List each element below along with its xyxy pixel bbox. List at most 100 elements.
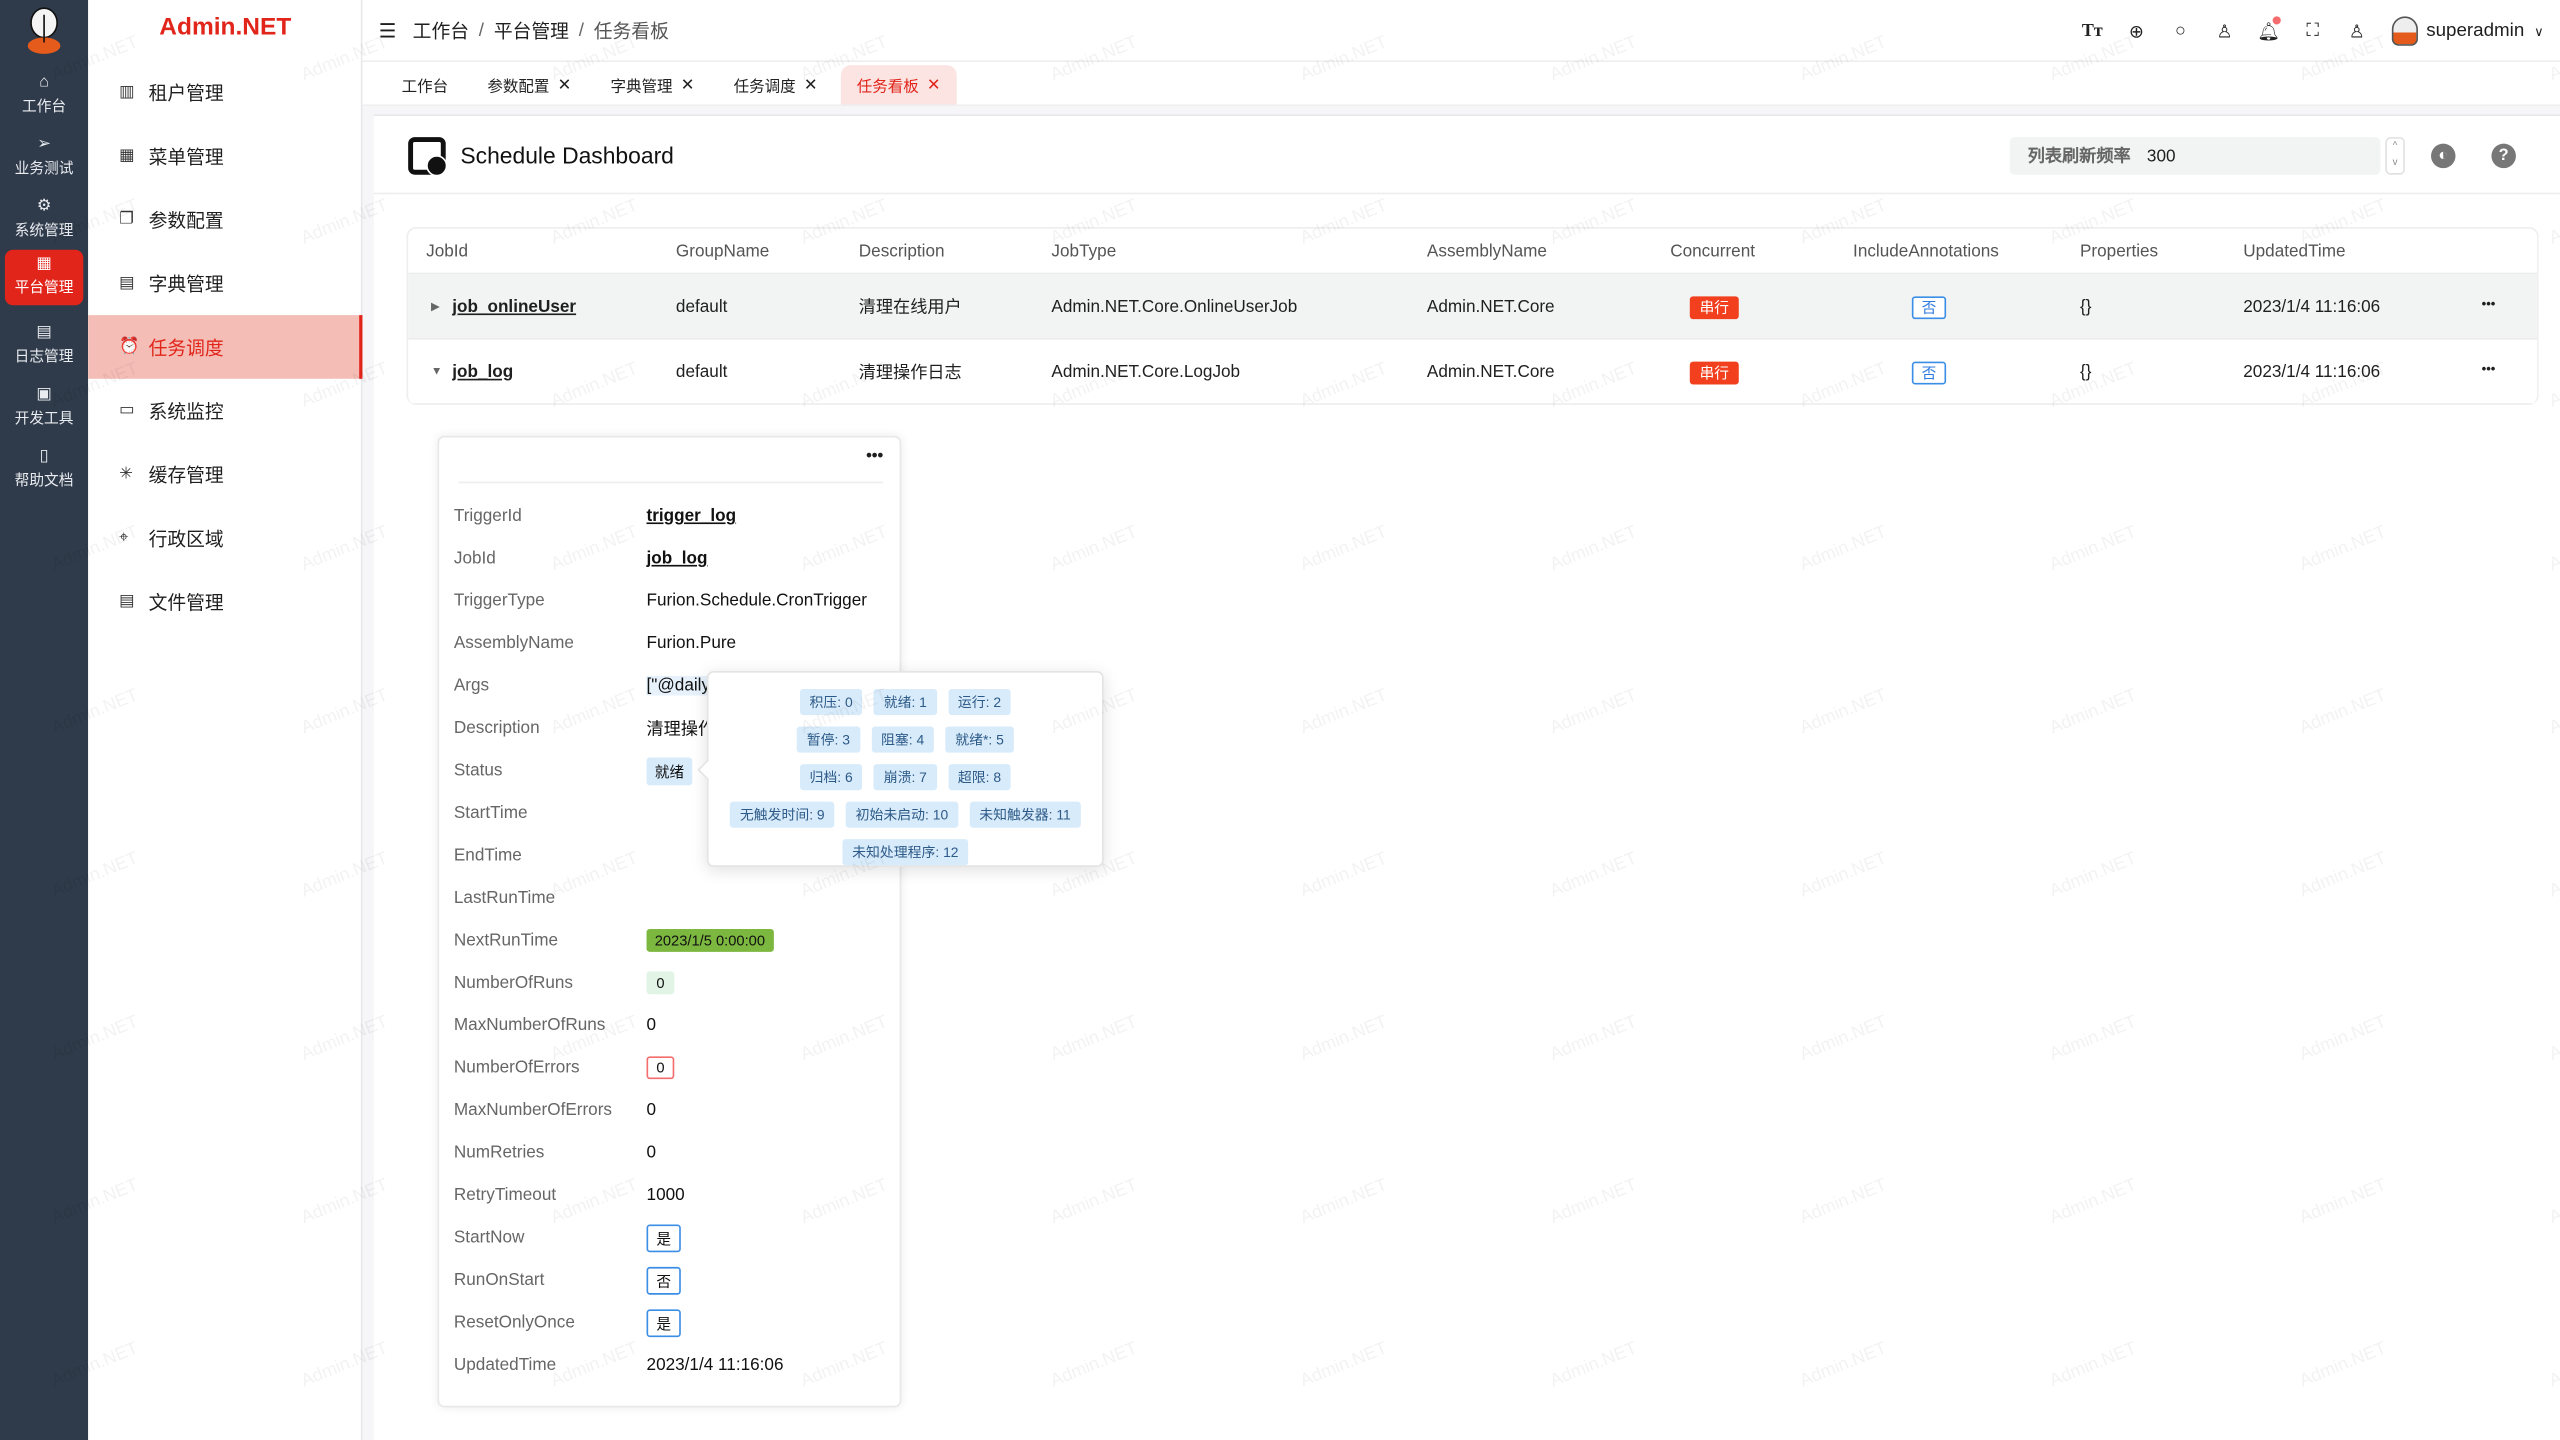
cell-assemblyname: Admin.NET.Core (1426, 296, 1555, 316)
jobs-table: JobId GroupName Description JobType Assembly… (406, 226, 2539, 405)
status-legend-tag: 就绪*: 5 (945, 726, 1014, 753)
theme-shirt-icon[interactable]: ♙ (2216, 22, 2233, 42)
breadcrumb-item[interactable]: 工作台 (412, 22, 470, 42)
detail-row: TriggerType Furion.Schedule.CronTrigger (454, 584, 895, 617)
close-icon[interactable]: ✕ (557, 75, 572, 94)
stepper-down-icon[interactable]: v (2392, 158, 2398, 169)
username: superadmin (2426, 21, 2525, 41)
detail-key: NumRetries (453, 1142, 545, 1163)
font-size-icon[interactable]: Tт (2081, 21, 2103, 41)
refresh-frequency-input[interactable]: 列表刷新频率 300 (2009, 137, 2381, 175)
more-icon[interactable]: ••• (2481, 360, 2496, 376)
more-icon[interactable]: ••• (2481, 295, 2496, 311)
detail-row: LastRunTime (454, 882, 895, 915)
cell-jobtype: Admin.NET.Core.LogJob (1051, 361, 1241, 382)
rail-item-5[interactable]: ▣ 开发工具 (5, 380, 83, 436)
close-icon[interactable]: ✕ (926, 75, 941, 94)
menu-item-0[interactable]: ▥ 租户管理 (88, 60, 362, 124)
tab-0[interactable]: 工作台 (385, 65, 464, 104)
caret-down-icon[interactable]: ▼ (431, 365, 443, 378)
column-header[interactable]: AssemblyName (1426, 240, 1547, 261)
detail-row: MaxNumberOfRuns 0 (454, 1009, 895, 1042)
rail-item-0[interactable]: ⌂ 工作台 (5, 69, 83, 125)
detail-row: RetryTimeout 1000 (454, 1179, 895, 1212)
language-icon[interactable]: ⊕ (2128, 22, 2144, 42)
rail-item-6[interactable]: ▯ 帮助文档 (5, 442, 83, 498)
rail-item-1[interactable]: ➢ 业务测试 (5, 131, 83, 187)
detail-value-maxnumberofruns: 0 (646, 1015, 657, 1036)
menu-item-3[interactable]: ▤ 字典管理 (88, 251, 362, 315)
cell-jobid[interactable]: job_log (452, 361, 514, 382)
document-icon: ▤ (36, 323, 52, 342)
close-icon[interactable]: ✕ (680, 75, 695, 94)
tab-label: 工作台 (401, 78, 449, 97)
column-header[interactable]: IncludeAnnotations (1853, 240, 1999, 261)
top-header: ☰ 工作台 / 平台管理 / 任务看板 Tт ⊕ ○ ♙ 🔔︎ ⛶ ♙ supera… (362, 0, 2560, 63)
cell-groupname: default (675, 296, 728, 316)
detail-row: RunOnStart 否 (454, 1264, 895, 1297)
refresh-frequency-value[interactable]: 300 (2146, 146, 2176, 166)
status-legend-row: 积压: 0 就绪: 1 运行: 2 (709, 688, 1102, 716)
rail-item-2[interactable]: ⚙ 系统管理 (5, 193, 83, 249)
more-icon[interactable]: ••• (866, 447, 884, 466)
rail-item-3[interactable]: ▦ 平台管理 (4, 249, 84, 306)
bell-icon[interactable]: 🔔︎ (2247, 15, 2291, 42)
help-icon[interactable]: ? (2491, 143, 2516, 169)
column-header[interactable]: JobId (426, 240, 469, 261)
user-icon[interactable]: ♙ (2348, 22, 2365, 42)
fullscreen-icon[interactable]: ⛶ (2306, 20, 2320, 40)
menu-item-7[interactable]: ⌖ 行政区域 (88, 506, 362, 570)
menu-item-6[interactable]: ✳ 缓存管理 (88, 442, 362, 506)
menu-item-label: 文件管理 (148, 593, 224, 614)
detail-value-triggerid[interactable]: trigger_log (646, 506, 737, 526)
menu-item-label: 参数配置 (148, 211, 224, 232)
breadcrumb: 工作台 / 平台管理 / 任务看板 (413, 17, 679, 43)
column-header[interactable]: Description (858, 240, 945, 261)
stepper-up-icon[interactable]: ^ (2392, 142, 2398, 152)
detail-value-jobid[interactable]: job_log (646, 548, 708, 569)
column-header[interactable]: JobType (1051, 240, 1117, 261)
detail-value-description: 清理操作 (646, 719, 716, 739)
menu-item-5[interactable]: ▭ 系统监控 (88, 379, 362, 443)
cell-concurrent: 串行 (1689, 295, 1739, 319)
theme-moon-icon[interactable]: ◐ (2431, 143, 2456, 169)
menu-item-4[interactable]: ⏰ 任务调度 (88, 315, 363, 379)
search-icon[interactable]: ○ (2175, 21, 2186, 41)
page-title: Schedule Dashboard (460, 142, 674, 169)
status-legend-tag: 归档: 6 (799, 764, 863, 791)
tab-1[interactable]: 参数配置 ✕ (471, 65, 588, 104)
cell-jobtype: Admin.NET.Core.OnlineUserJob (1051, 296, 1298, 316)
column-header[interactable]: UpdatedTime (2243, 240, 2346, 261)
detail-key: UpdatedTime (453, 1355, 557, 1375)
breadcrumb-item[interactable]: 平台管理 (493, 22, 569, 42)
tab-3[interactable]: 任务调度 ✕ (717, 65, 834, 104)
cell-jobid[interactable]: job_onlineUser (452, 296, 577, 316)
caret-right-icon[interactable]: ▶ (431, 301, 440, 313)
location-icon: ⌖ (119, 528, 129, 547)
tab-4[interactable]: 任务看板 ✕ (840, 65, 957, 105)
column-header[interactable]: Properties (2079, 240, 2159, 261)
tab-2[interactable]: 字典管理 ✕ (594, 65, 711, 104)
column-header[interactable]: Concurrent (1670, 240, 1756, 261)
table-row[interactable]: ▶ job_onlineUser default 清理在线用户 Admin.NET.Co… (408, 274, 2538, 340)
detail-row: TriggerId trigger_log (454, 500, 895, 533)
trigger-detail-card: ••• TriggerId trigger_log JobId job_log Trig… (437, 435, 902, 1408)
brand-logo-text: Admin.NET (159, 13, 292, 41)
detail-key: ResetOnlyOnce (453, 1312, 575, 1333)
column-header[interactable]: GroupName (675, 240, 770, 261)
schedule-calendar-icon (408, 137, 448, 177)
detail-key: NumberOfErrors (453, 1057, 580, 1078)
concurrent-tag: 串行 (1689, 295, 1739, 319)
status-legend-tag: 无触发时间: 9 (730, 801, 835, 828)
menu-item-8[interactable]: ▤ 文件管理 (88, 570, 362, 634)
rail-item-4[interactable]: ▤ 日志管理 (5, 318, 83, 374)
detail-value-maxnumberoferrors: 0 (646, 1100, 657, 1120)
user-menu[interactable]: superadmin ∨ (2391, 16, 2544, 46)
collapse-menu-icon[interactable]: ☰ (378, 18, 397, 42)
table-row[interactable]: ▼ job_log default 清理操作日志 Admin.NET.Core.LogJ… (408, 340, 2538, 405)
refresh-stepper[interactable]: ^ v (2385, 137, 2405, 175)
menu-item-2[interactable]: ❐ 参数配置 (88, 188, 362, 252)
detail-value-numretries: 0 (646, 1142, 657, 1163)
menu-item-1[interactable]: ▦ 菜单管理 (88, 124, 362, 188)
close-icon[interactable]: ✕ (803, 75, 818, 94)
